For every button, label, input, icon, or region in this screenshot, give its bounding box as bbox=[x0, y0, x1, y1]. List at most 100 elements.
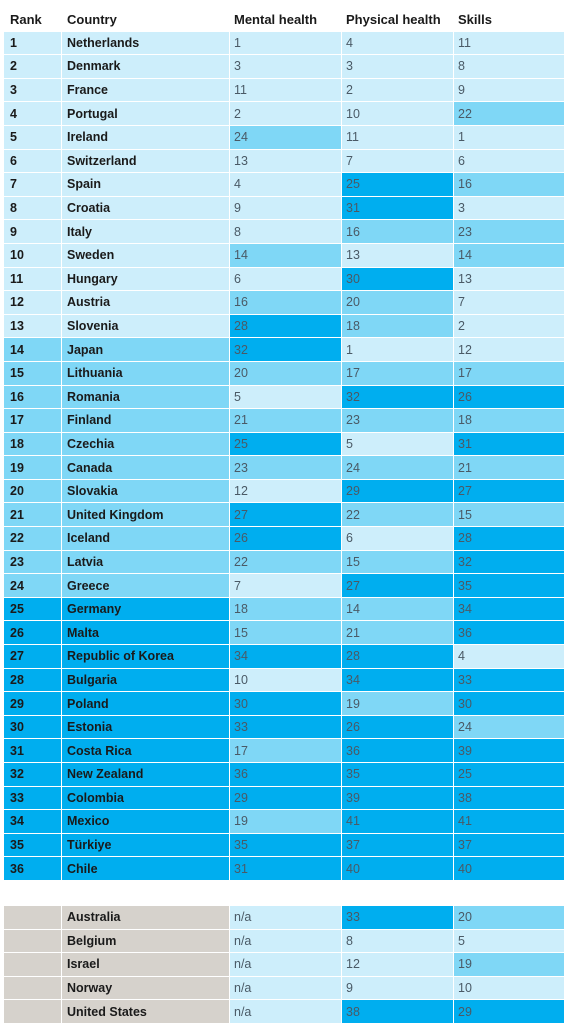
mental-health-cell: 34 bbox=[230, 645, 342, 669]
skills-cell: 9 bbox=[454, 78, 564, 103]
mental-health-cell: 28 bbox=[230, 314, 342, 339]
country-cell: Poland bbox=[62, 692, 230, 716]
physical-health-cell: 31 bbox=[342, 196, 454, 221]
table-row: 35 Türkiye 35 37 37 bbox=[4, 833, 564, 858]
physical-health-cell: 30 bbox=[342, 267, 454, 292]
table-row: 5 Ireland 24 11 1 bbox=[4, 125, 564, 150]
mental-health-cell: n/a bbox=[230, 1000, 342, 1024]
country-cell: Colombia bbox=[62, 786, 230, 811]
table-row: 22 Iceland 26 6 28 bbox=[4, 527, 564, 551]
rank-cell: 11 bbox=[4, 267, 62, 292]
country-cell: Slovakia bbox=[62, 479, 230, 504]
mental-health-cell: 19 bbox=[230, 810, 342, 834]
skills-cell: 23 bbox=[454, 220, 564, 244]
country-cell: Bulgaria bbox=[62, 668, 230, 693]
skills-cell: 1 bbox=[454, 125, 564, 150]
physical-health-cell: 21 bbox=[342, 621, 454, 646]
rank-cell: 32 bbox=[4, 763, 62, 787]
rank-cell bbox=[4, 905, 62, 930]
physical-health-cell: 12 bbox=[342, 953, 454, 977]
mental-health-cell: 20 bbox=[230, 361, 342, 386]
mental-health-cell: 5 bbox=[230, 385, 342, 410]
mental-health-cell: 8 bbox=[230, 220, 342, 244]
table-row: United States n/a 38 29 bbox=[4, 1000, 564, 1024]
country-cell: Slovenia bbox=[62, 314, 230, 339]
physical-health-cell: 37 bbox=[342, 833, 454, 858]
skills-cell: 17 bbox=[454, 361, 564, 386]
table-row: 13 Slovenia 28 18 2 bbox=[4, 314, 564, 339]
country-cell: Portugal bbox=[62, 102, 230, 126]
skills-cell: 37 bbox=[454, 833, 564, 858]
section-gap bbox=[4, 881, 564, 906]
physical-health-cell: 41 bbox=[342, 810, 454, 834]
skills-cell: 2 bbox=[454, 314, 564, 339]
rank-cell: 10 bbox=[4, 243, 62, 268]
mental-health-cell: 13 bbox=[230, 149, 342, 174]
mental-health-cell: n/a bbox=[230, 976, 342, 1001]
rank-cell: 35 bbox=[4, 833, 62, 858]
rank-cell bbox=[4, 953, 62, 977]
physical-health-cell: 3 bbox=[342, 55, 454, 79]
table-row: 7 Spain 4 25 16 bbox=[4, 173, 564, 197]
country-cell: Australia bbox=[62, 905, 230, 930]
rank-cell: 3 bbox=[4, 78, 62, 103]
physical-health-cell: 23 bbox=[342, 409, 454, 433]
country-cell: Estonia bbox=[62, 715, 230, 740]
physical-health-cell: 17 bbox=[342, 361, 454, 386]
rank-cell: 1 bbox=[4, 31, 62, 56]
table-row: 3 France 11 2 9 bbox=[4, 78, 564, 103]
mental-health-cell: 27 bbox=[230, 503, 342, 528]
mental-health-cell: 36 bbox=[230, 763, 342, 787]
physical-health-cell: 40 bbox=[342, 857, 454, 881]
table-row: 30 Estonia 33 26 24 bbox=[4, 715, 564, 740]
physical-health-cell: 33 bbox=[342, 905, 454, 930]
table-row: 8 Croatia 9 31 3 bbox=[4, 196, 564, 221]
skills-cell: 20 bbox=[454, 905, 564, 930]
mental-health-cell: 10 bbox=[230, 668, 342, 693]
country-cell: Romania bbox=[62, 385, 230, 410]
mental-health-cell: n/a bbox=[230, 953, 342, 977]
physical-health-cell: 32 bbox=[342, 385, 454, 410]
table-row: 9 Italy 8 16 23 bbox=[4, 220, 564, 244]
table-row: 25 Germany 18 14 34 bbox=[4, 597, 564, 622]
physical-health-cell: 18 bbox=[342, 314, 454, 339]
country-cell: Ireland bbox=[62, 125, 230, 150]
table-row: 2 Denmark 3 3 8 bbox=[4, 55, 564, 79]
unranked-rows: Australia n/a 33 20 Belgium n/a 8 5 Israel n/a 12 1… bbox=[4, 905, 564, 1024]
mental-health-cell: 22 bbox=[230, 550, 342, 575]
table-row: 27 Republic of Korea 34 28 4 bbox=[4, 645, 564, 669]
skills-cell: 5 bbox=[454, 929, 564, 954]
skills-cell: 39 bbox=[454, 739, 564, 763]
mental-health-cell: 3 bbox=[230, 55, 342, 79]
skills-cell: 33 bbox=[454, 668, 564, 693]
mental-health-cell: 4 bbox=[230, 173, 342, 197]
physical-health-cell: 38 bbox=[342, 1000, 454, 1024]
rank-cell: 27 bbox=[4, 645, 62, 669]
skills-cell: 30 bbox=[454, 692, 564, 716]
country-cell: Iceland bbox=[62, 527, 230, 551]
rank-cell bbox=[4, 976, 62, 1001]
physical-health-cell: 13 bbox=[342, 243, 454, 268]
skills-cell: 31 bbox=[454, 432, 564, 457]
header-rank: Rank bbox=[4, 8, 62, 32]
skills-cell: 14 bbox=[454, 243, 564, 268]
skills-cell: 22 bbox=[454, 102, 564, 126]
skills-cell: 32 bbox=[454, 550, 564, 575]
table-row: 12 Austria 16 20 7 bbox=[4, 291, 564, 315]
physical-health-cell: 15 bbox=[342, 550, 454, 575]
physical-health-cell: 19 bbox=[342, 692, 454, 716]
skills-cell: 7 bbox=[454, 291, 564, 315]
skills-cell: 36 bbox=[454, 621, 564, 646]
skills-cell: 41 bbox=[454, 810, 564, 834]
rank-cell: 2 bbox=[4, 55, 62, 79]
skills-cell: 28 bbox=[454, 527, 564, 551]
country-cell: Türkiye bbox=[62, 833, 230, 858]
table-row: 26 Malta 15 21 36 bbox=[4, 621, 564, 646]
physical-health-cell: 6 bbox=[342, 527, 454, 551]
country-cell: Sweden bbox=[62, 243, 230, 268]
ranked-rows: 1 Netherlands 1 4 11 2 Denmark 3 3 8 3 France 11 2 9 4 P… bbox=[4, 31, 564, 881]
rank-cell: 7 bbox=[4, 173, 62, 197]
skills-cell: 40 bbox=[454, 857, 564, 881]
table-row: 11 Hungary 6 30 13 bbox=[4, 267, 564, 292]
country-cell: Netherlands bbox=[62, 31, 230, 56]
